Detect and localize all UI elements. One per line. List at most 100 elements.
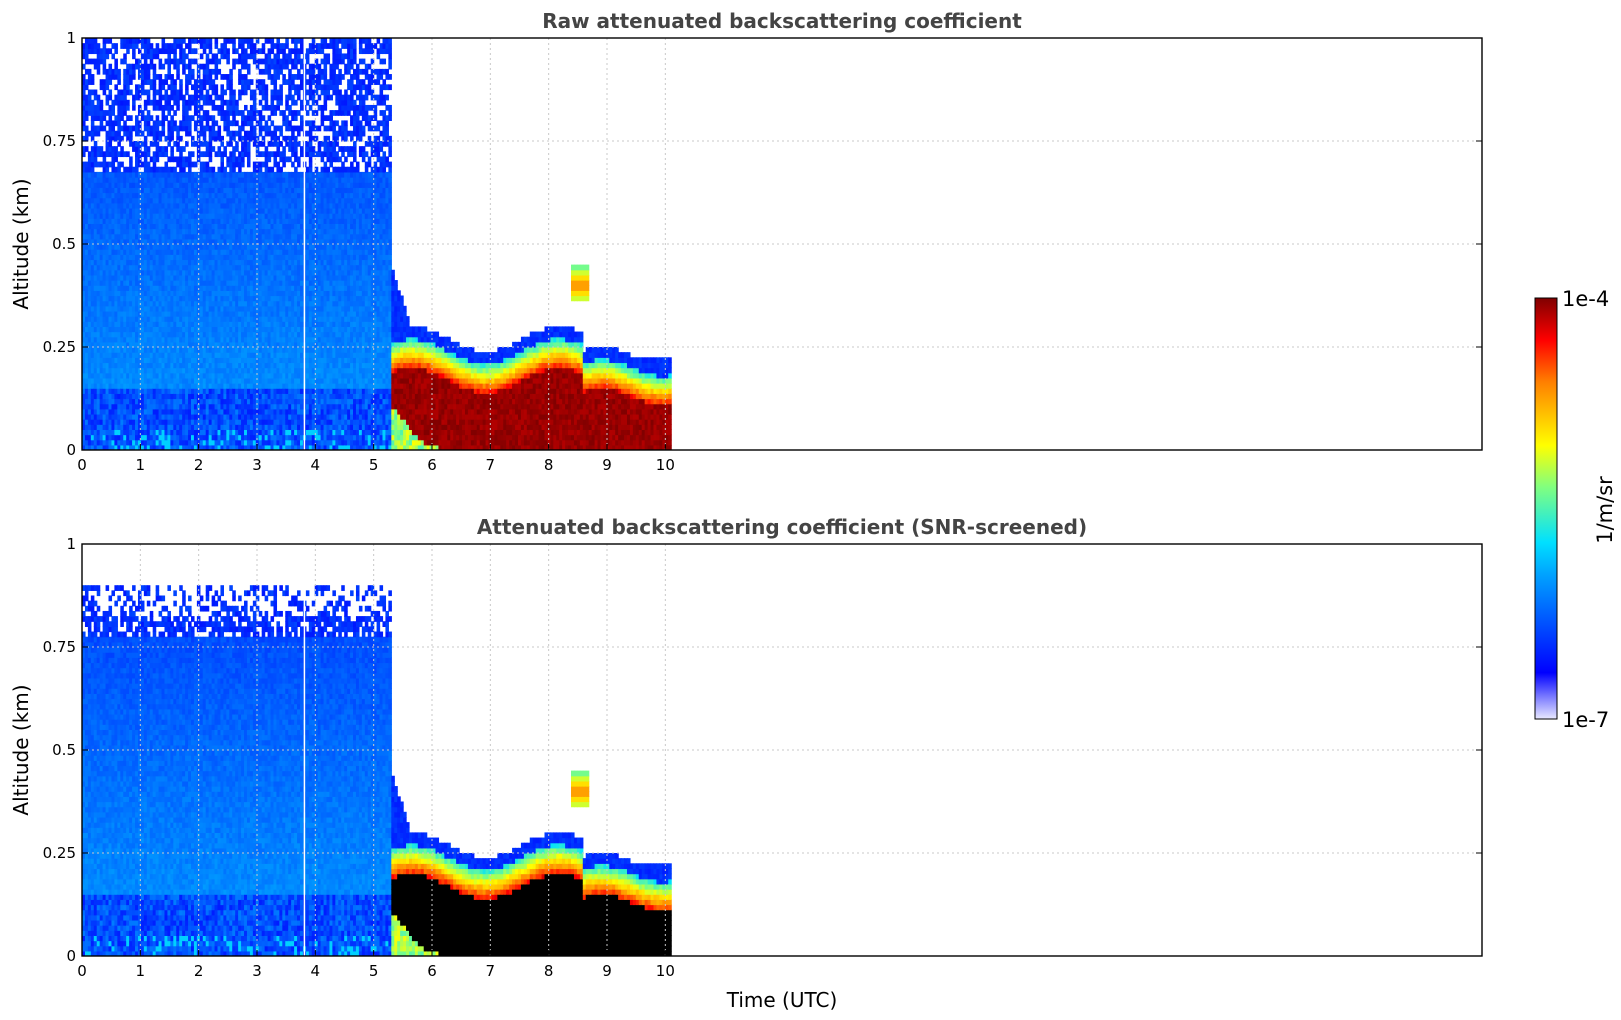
heatmap-cell (149, 321, 154, 327)
heatmap-cell (244, 115, 248, 121)
heatmap-cell (270, 419, 275, 425)
heatmap-cell (137, 408, 142, 415)
heatmap-cell (220, 285, 224, 291)
heatmap-cell (173, 171, 177, 178)
heatmap-cell (137, 223, 142, 230)
heatmap-cell (90, 151, 95, 158)
heatmap-cell (105, 403, 110, 410)
heatmap-cell (258, 68, 263, 75)
heatmap-cell (96, 207, 101, 214)
heatmap-cell (90, 290, 95, 297)
heatmap-cell (270, 79, 275, 85)
heatmap-cell (273, 43, 278, 49)
heatmap-cell (84, 233, 89, 240)
heatmap-cell (93, 413, 98, 420)
heatmap-cell (179, 182, 183, 188)
heatmap-cell (155, 125, 160, 132)
heatmap-cell (140, 444, 145, 450)
heatmap-cell (155, 99, 160, 106)
heatmap-cell (193, 290, 198, 297)
heatmap-cell (96, 94, 101, 101)
heatmap-cell (208, 125, 213, 132)
heatmap-cell (267, 187, 272, 194)
heatmap-cell (161, 104, 166, 111)
heatmap-cell (235, 249, 239, 255)
heatmap-cell (235, 321, 239, 327)
heatmap-cell (202, 48, 207, 55)
heatmap-cell (158, 316, 163, 322)
heatmap-cell (126, 377, 130, 384)
heatmap-cell (276, 352, 280, 358)
heatmap-cell (176, 99, 180, 106)
heatmap-cell (161, 63, 166, 70)
heatmap-cell (182, 439, 186, 446)
heatmap-cell (117, 192, 121, 199)
heatmap-cell (140, 187, 145, 194)
heatmap-cell (235, 182, 239, 188)
heatmap-cell (84, 377, 89, 384)
heatmap-cell (232, 161, 236, 168)
heatmap-cell (193, 300, 198, 307)
heatmap-cell (105, 290, 110, 297)
heatmap-cell (185, 280, 189, 286)
heatmap-cell (120, 161, 124, 168)
heatmap-cell (191, 135, 195, 142)
heatmap-cell (205, 141, 210, 147)
heatmap-cell (135, 156, 139, 163)
heatmap-cell (223, 285, 227, 291)
heatmap-cell (214, 383, 219, 389)
heatmap-cell (285, 182, 289, 188)
heatmap-cell (279, 290, 283, 297)
heatmap-cell (238, 68, 242, 75)
heatmap-cell (179, 38, 183, 44)
heatmap-cell (229, 403, 233, 410)
heatmap-cell (123, 120, 127, 127)
heatmap-cell (270, 104, 275, 111)
heatmap-cell (196, 269, 201, 276)
heatmap-cell (99, 264, 104, 271)
heatmap-cell (273, 264, 278, 271)
heatmap-cell (140, 259, 145, 266)
heatmap-cell (164, 419, 169, 425)
heatmap-cell (132, 295, 136, 302)
heatmap-cell (270, 372, 275, 379)
heatmap-cell (258, 233, 263, 240)
heatmap-cell (226, 130, 230, 137)
heatmap-cell (285, 264, 289, 271)
heatmap-cell (220, 429, 224, 436)
heatmap-cell (170, 398, 174, 405)
heatmap-cell (267, 151, 272, 158)
heatmap-cell (273, 269, 278, 276)
heatmap-cell (158, 207, 163, 214)
heatmap-cell (258, 213, 263, 219)
heatmap-cell (246, 130, 251, 137)
heatmap-cell (223, 347, 227, 353)
heatmap-cell (282, 331, 286, 338)
heatmap-cell (249, 424, 254, 430)
heatmap-cell (137, 424, 142, 430)
heatmap-cell (182, 305, 186, 312)
heatmap-cell (185, 207, 189, 214)
heatmap-cell (161, 38, 166, 44)
heatmap-cell (244, 233, 248, 240)
heatmap-cell (146, 372, 151, 379)
heatmap-cell (182, 213, 186, 219)
heatmap-cell (232, 321, 236, 327)
heatmap-cell (93, 197, 98, 204)
heatmap-cell (191, 393, 195, 400)
heatmap-cell (108, 280, 113, 286)
heatmap-cell (96, 393, 101, 400)
heatmap-cell (255, 377, 260, 384)
heatmap-cell (232, 151, 236, 158)
heatmap-cell (105, 192, 110, 199)
heatmap-cell (179, 403, 183, 410)
heatmap-cell (129, 135, 133, 142)
heatmap-cell (155, 43, 160, 49)
heatmap-cell (255, 254, 260, 261)
heatmap-cell (170, 228, 174, 235)
heatmap-cell (137, 434, 142, 441)
heatmap-cell (132, 74, 136, 80)
heatmap-cell (143, 249, 148, 255)
heatmap-cell (96, 413, 101, 420)
heatmap-cell (173, 403, 177, 410)
